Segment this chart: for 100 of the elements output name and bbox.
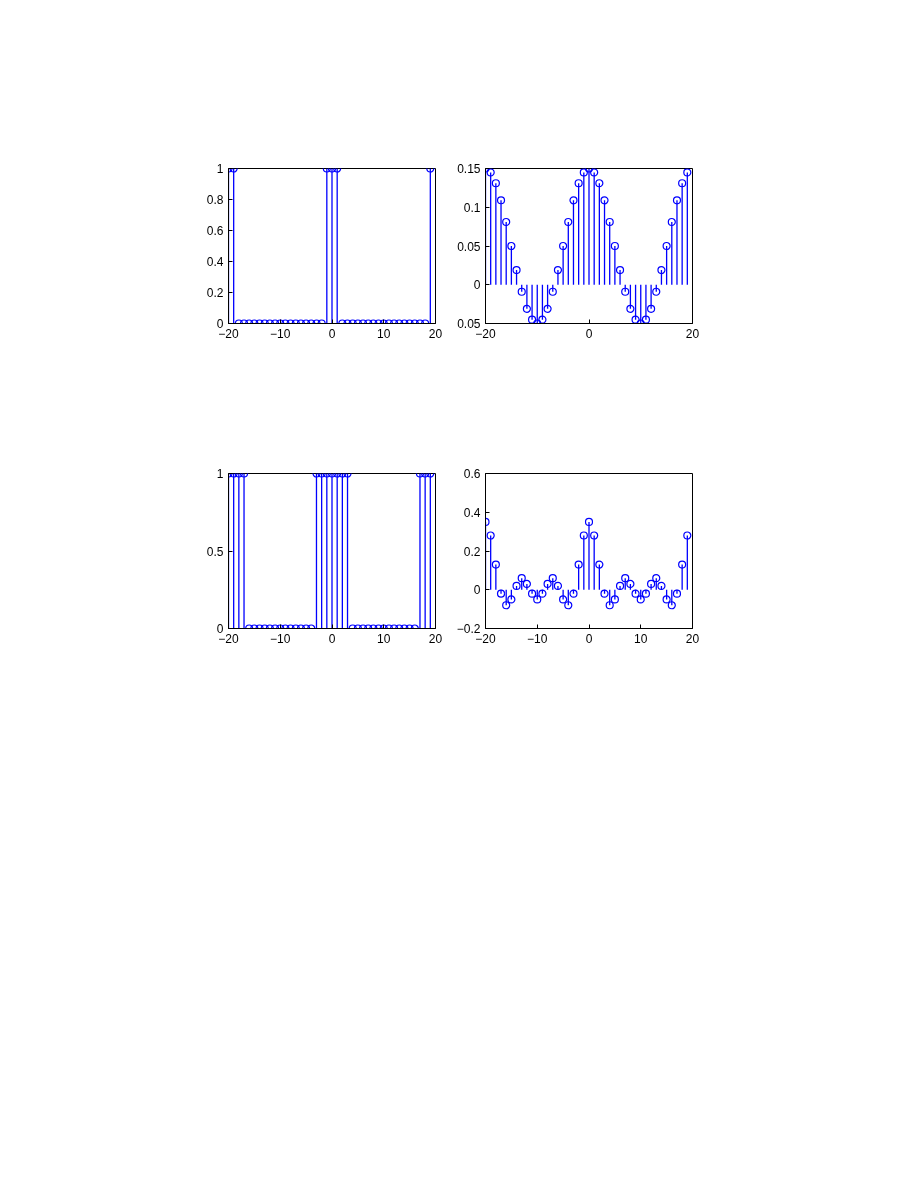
point: [626, 304, 635, 313]
point: [517, 287, 526, 296]
point: [574, 560, 583, 569]
y-tick-label: 0.05: [457, 239, 481, 254]
x-tick-label: 20: [428, 326, 443, 341]
point: [579, 168, 588, 177]
point: [605, 601, 614, 610]
point: [652, 287, 661, 296]
x-tick-label: 0: [585, 631, 593, 646]
x-tick-label: 10: [377, 326, 391, 341]
point: [626, 579, 635, 589]
point: [559, 241, 568, 251]
x-tick-label: −10: [527, 631, 548, 646]
y-tick-label: −0.2: [456, 622, 481, 636]
point: [512, 265, 521, 275]
y-tick-label: 0.6: [206, 224, 224, 238]
point: [610, 241, 619, 251]
point: [657, 581, 666, 590]
x-tick-label: 20: [428, 631, 443, 646]
point: [683, 531, 692, 540]
point: [615, 581, 625, 590]
point: [631, 315, 640, 324]
point: [564, 217, 573, 227]
point: [527, 315, 537, 324]
point: [522, 304, 531, 313]
point: [590, 531, 599, 540]
y-tick-label: 0.5: [206, 544, 224, 559]
point: [496, 589, 506, 598]
y-tick-label: 0.4: [206, 255, 224, 269]
point: [553, 265, 563, 275]
point: [543, 304, 552, 313]
point: [678, 560, 687, 569]
point: [538, 315, 547, 324]
point: [486, 531, 495, 540]
point: [553, 581, 563, 590]
point: [672, 589, 682, 598]
point: [564, 601, 573, 610]
y-tick-label: 1: [216, 162, 224, 176]
point: [636, 595, 645, 604]
x-tick-label: 20: [685, 631, 700, 646]
point: [579, 531, 588, 540]
point: [595, 179, 604, 188]
y-tick-label: 0.2: [206, 286, 224, 300]
point: [574, 179, 583, 188]
point: [543, 579, 552, 589]
point: [662, 595, 671, 604]
point: [502, 217, 511, 227]
point: [590, 168, 599, 177]
y-tick-label: 0: [473, 583, 481, 598]
point: [621, 287, 630, 296]
point: [522, 579, 531, 589]
y-tick-label: 0: [216, 622, 224, 636]
x-tick-label: 20: [685, 326, 700, 341]
x-tick-label: 10: [634, 631, 648, 646]
point: [652, 574, 661, 583]
y-tick-label: 0.2: [463, 544, 481, 559]
y-tick-label: 0.8: [206, 193, 224, 207]
point: [667, 217, 676, 227]
point: [559, 595, 568, 604]
point: [621, 574, 630, 583]
x-tick-label: 0: [328, 631, 336, 646]
y-tick-label: 0.1: [463, 200, 481, 215]
point: [496, 196, 506, 205]
point: [502, 601, 511, 610]
point: [647, 579, 656, 589]
point: [486, 168, 495, 177]
x-tick-label: 0: [328, 326, 336, 341]
point: [533, 595, 542, 604]
point: [672, 196, 682, 205]
x-tick-label: −10: [270, 326, 291, 341]
y-tick-label: 0.05: [457, 317, 481, 331]
point: [678, 179, 687, 188]
point: [548, 287, 557, 296]
x-tick-label: 10: [377, 631, 391, 646]
point: [517, 574, 526, 583]
point: [548, 574, 557, 583]
y-tick-label: 0.6: [463, 467, 481, 481]
point: [507, 241, 516, 251]
point: [595, 560, 604, 569]
y-tick-label: 0.4: [463, 505, 481, 520]
y-tick-label: 1: [216, 467, 224, 481]
point: [584, 517, 594, 527]
point: [491, 560, 500, 569]
point: [600, 196, 609, 205]
y-tick-label: 0: [473, 278, 481, 293]
point: [667, 601, 676, 610]
point: [527, 589, 537, 598]
point: [641, 315, 651, 324]
point: [657, 265, 666, 275]
point: [683, 168, 692, 177]
x-tick-label: 0: [585, 326, 593, 341]
point: [605, 217, 614, 227]
point: [512, 581, 521, 590]
point: [647, 304, 656, 313]
point: [662, 241, 671, 251]
point: [615, 265, 625, 275]
y-tick-label: 0.15: [457, 162, 481, 176]
point: [569, 196, 578, 205]
y-tick-label: 0: [216, 317, 224, 331]
point: [610, 595, 619, 604]
